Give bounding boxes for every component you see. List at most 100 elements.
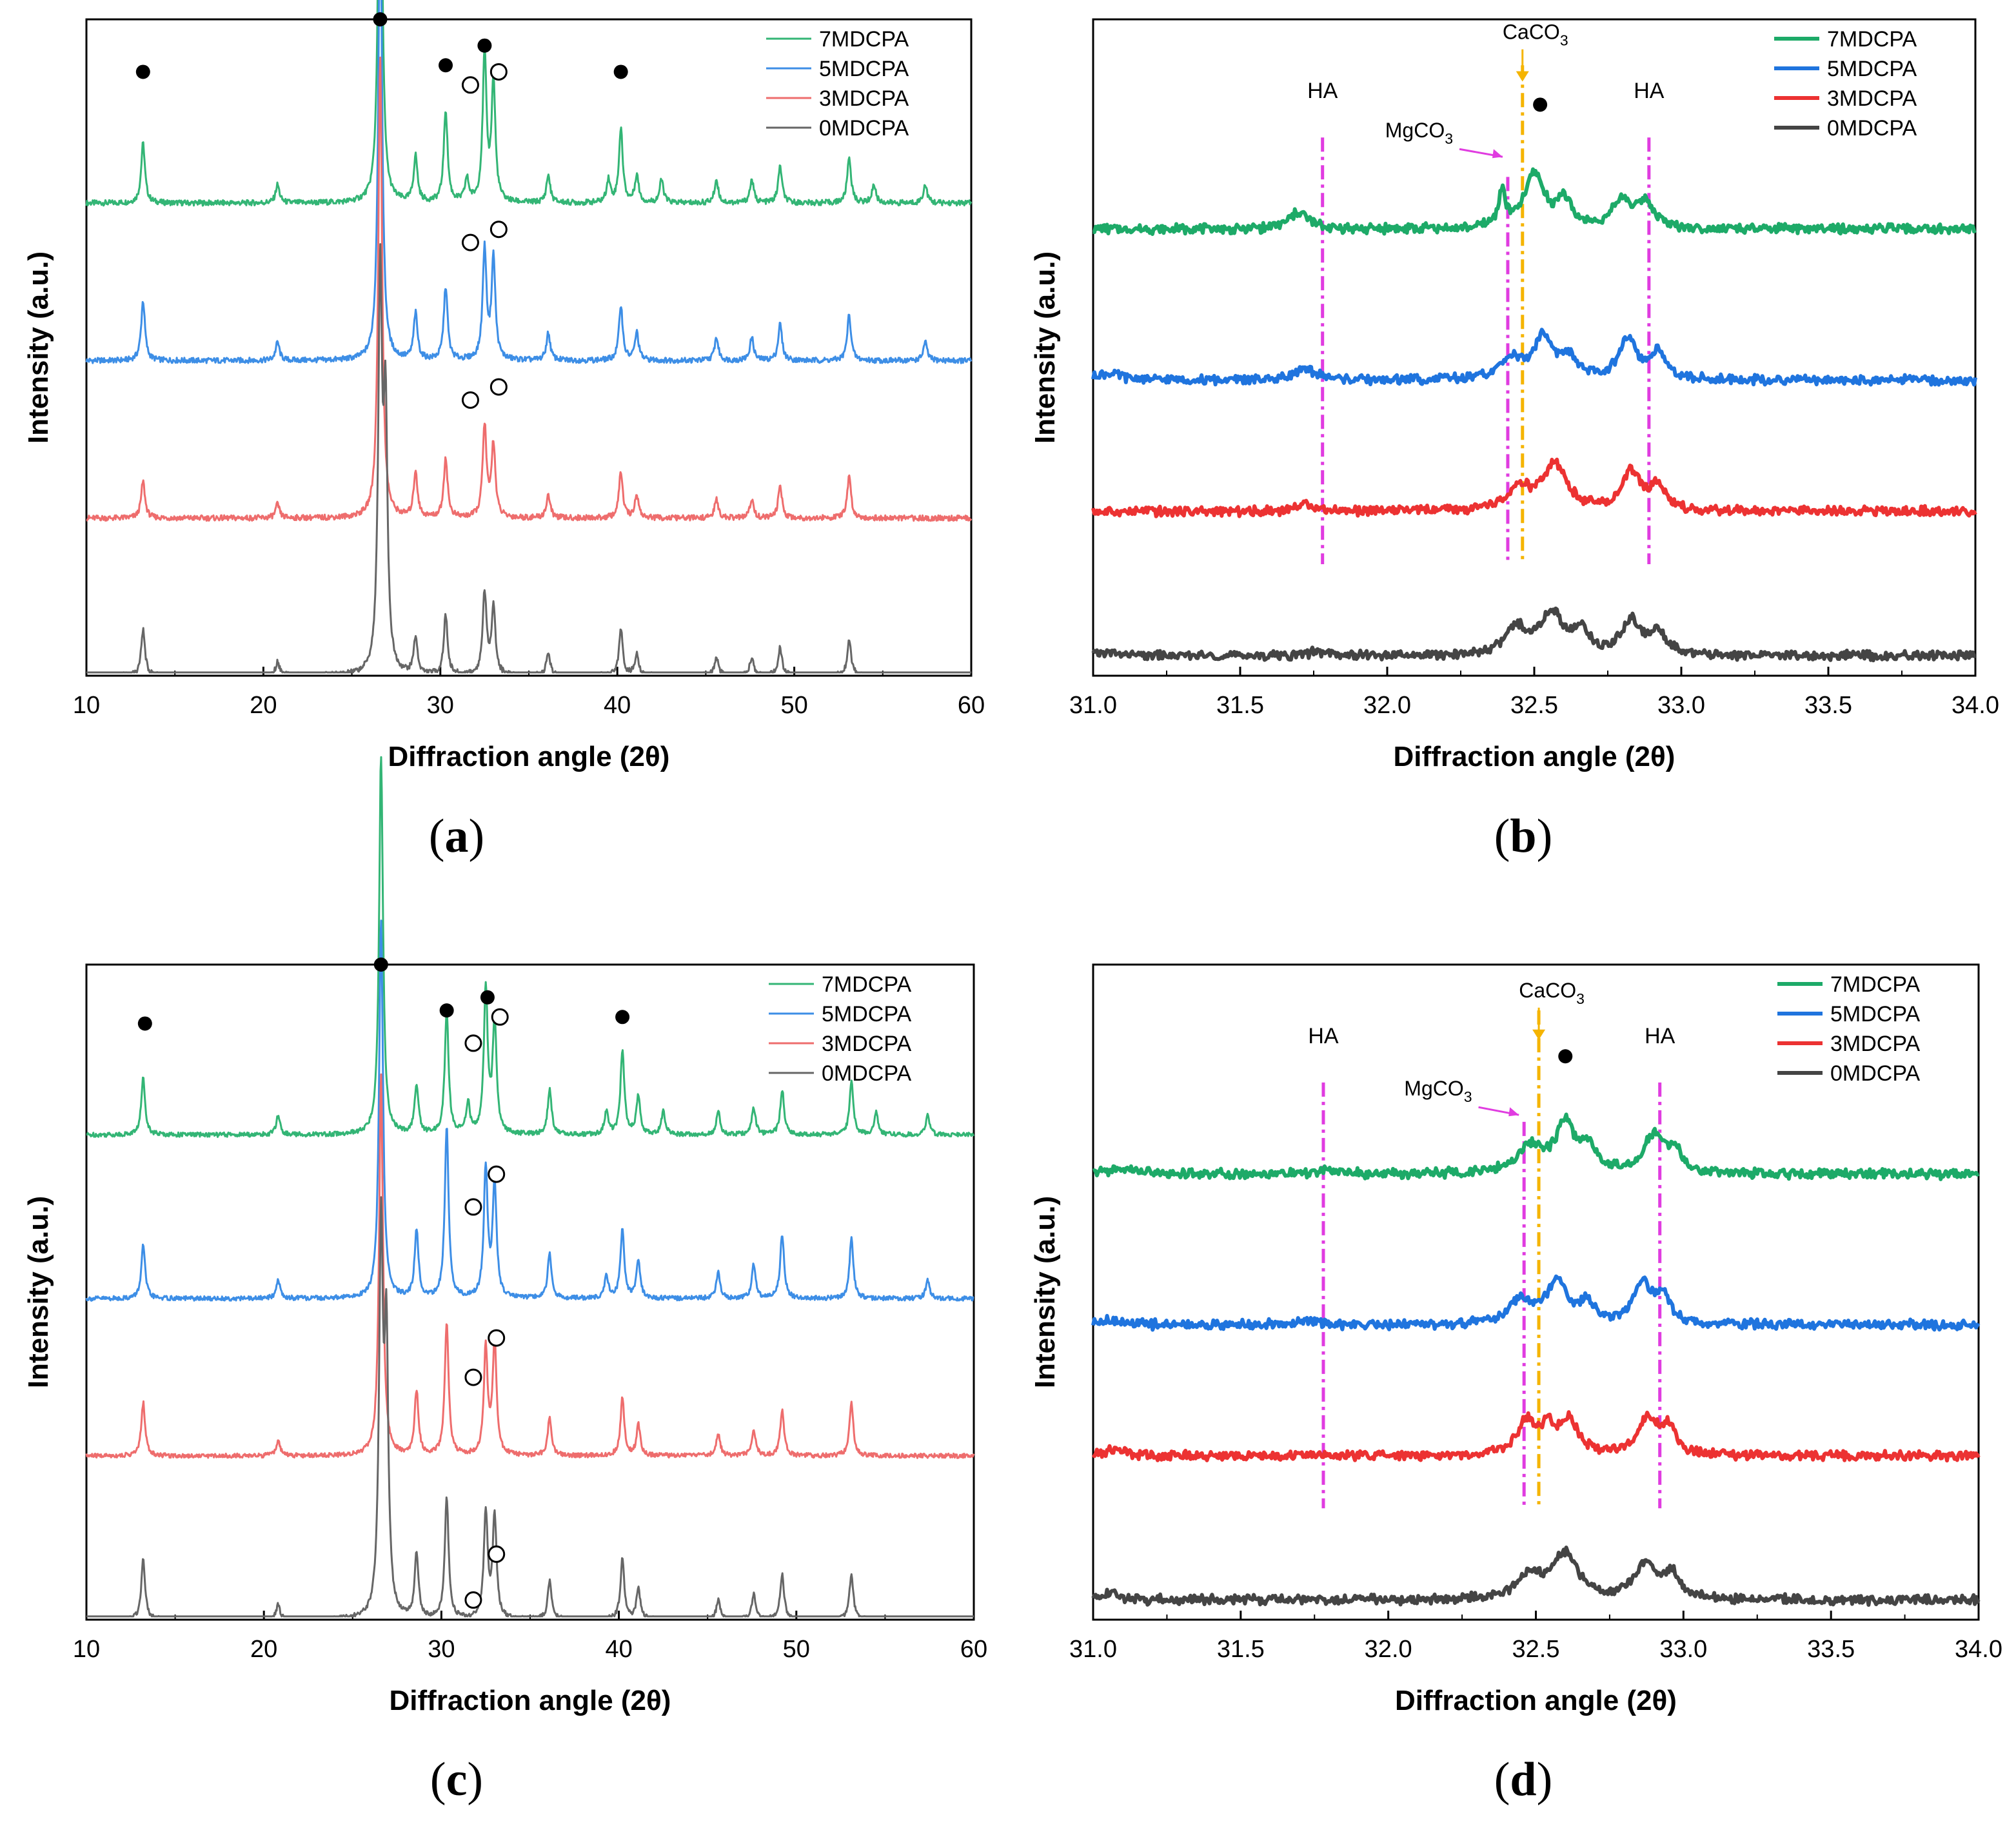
legend-label-7mdcpa: 7MDCPA bbox=[1830, 972, 1920, 997]
peak-marker-open bbox=[464, 1368, 482, 1386]
x-tick-label: 40 bbox=[605, 1636, 632, 1663]
panel-caption-b: (b) bbox=[1494, 810, 1553, 863]
legend-label-7mdcpa: 7MDCPA bbox=[822, 972, 911, 997]
x-tick-label: 31.5 bbox=[1216, 692, 1264, 719]
x-tick-label: 33.0 bbox=[1657, 692, 1705, 719]
x-tick-label: 32.0 bbox=[1365, 1636, 1412, 1663]
annotation-caco3: CaCO3 bbox=[1503, 21, 1568, 49]
peak-marker-open bbox=[464, 1591, 482, 1609]
chart-a: 10 20 30 40 50 60 Diffraction angle (2θ) Intens… bbox=[23, 0, 985, 772]
legend-label-3mdcpa: 3MDCPA bbox=[1830, 1032, 1920, 1056]
x-tick-label: 50 bbox=[783, 1636, 810, 1663]
legend-label-0mdcpa: 0MDCPA bbox=[822, 1061, 911, 1086]
series-line-5mdcpa bbox=[85, 0, 973, 364]
series-line-0mdcpa bbox=[86, 243, 972, 674]
x-tick-label: 30 bbox=[428, 1636, 455, 1663]
annotation-ha: HA bbox=[1645, 1024, 1675, 1048]
peak-marker-open bbox=[489, 63, 508, 81]
series-line-3mdcpa bbox=[86, 56, 973, 522]
legend-label-5mdcpa: 5MDCPA bbox=[1827, 57, 1917, 81]
series-line-5mdcpa bbox=[85, 919, 974, 1302]
x-tick-label: 20 bbox=[250, 1636, 277, 1663]
x-axis-label: Diffraction angle (2θ) bbox=[1395, 1685, 1677, 1716]
legend-label-7mdcpa: 7MDCPA bbox=[1827, 27, 1917, 52]
legend: 7MDCPA 5MDCPA 3MDCPA 0MDCPA bbox=[769, 972, 911, 1086]
legend-label-0mdcpa: 0MDCPA bbox=[1830, 1061, 1920, 1086]
series-line-0mdcpa bbox=[1091, 1546, 1981, 1607]
peak-marker-filled bbox=[137, 1016, 152, 1031]
x-tick-label: 33.0 bbox=[1659, 1636, 1707, 1663]
series-line-3mdcpa bbox=[1091, 457, 1977, 518]
peak-marker-filled bbox=[373, 957, 388, 972]
series-line-0mdcpa bbox=[86, 1196, 974, 1618]
series-line-7mdcpa bbox=[1092, 1112, 1980, 1181]
series-line-5mdcpa bbox=[1091, 1274, 1981, 1332]
peak-marker-open bbox=[488, 1329, 506, 1347]
peak-marker-open bbox=[461, 391, 479, 409]
peak-marker-open bbox=[461, 233, 479, 251]
peak-marker-open bbox=[461, 76, 479, 94]
x-axis-label: Diffraction angle (2θ) bbox=[388, 741, 670, 772]
panel-caption-d: (d) bbox=[1494, 1753, 1553, 1806]
legend-label-3mdcpa: 3MDCPA bbox=[822, 1032, 911, 1056]
legend-label-0mdcpa: 0MDCPA bbox=[1827, 116, 1917, 141]
legend: 7MDCPA 5MDCPA 3MDCPA 0MDCPA bbox=[1774, 27, 1917, 141]
x-axis-label: Diffraction angle (2θ) bbox=[390, 1685, 671, 1716]
annotation-mgco3: MgCO3 bbox=[1385, 119, 1453, 147]
arrow-head-caco3 bbox=[1532, 1029, 1546, 1040]
x-tick-label: 33.5 bbox=[1804, 692, 1852, 719]
x-tick-label: 31.5 bbox=[1217, 1636, 1265, 1663]
legend-label-7mdcpa: 7MDCPA bbox=[819, 27, 909, 52]
peak-marker-filled bbox=[1558, 1049, 1573, 1064]
x-tick-label: 34.0 bbox=[1952, 692, 1999, 719]
legend-label-3mdcpa: 3MDCPA bbox=[819, 86, 909, 111]
peak-marker-open bbox=[489, 221, 508, 239]
peak-marker-open bbox=[489, 378, 508, 396]
peak-marker-filled bbox=[615, 1010, 630, 1025]
x-tick-label: 32.0 bbox=[1363, 692, 1411, 719]
legend-label-5mdcpa: 5MDCPA bbox=[1830, 1002, 1920, 1026]
y-axis-label: Intensity (a.u.) bbox=[23, 251, 54, 444]
chart-b: 31.0 31.5 32.0 32.5 33.0 33.5 34.0 Diffraction … bbox=[1029, 18, 1999, 772]
peak-marker-open bbox=[464, 1198, 482, 1216]
panel-caption-a: (a) bbox=[428, 810, 485, 863]
legend-label-0mdcpa: 0MDCPA bbox=[819, 116, 909, 141]
peak-marker-filled bbox=[1533, 97, 1548, 112]
peak-marker-filled bbox=[135, 64, 150, 79]
annotation-ha: HA bbox=[1634, 79, 1665, 103]
x-tick-label: 10 bbox=[73, 1636, 100, 1663]
x-tick-label: 32.5 bbox=[1512, 1636, 1560, 1663]
y-axis-label: Intensity (a.u.) bbox=[1029, 251, 1061, 444]
y-axis-label: Intensity (a.u.) bbox=[23, 1196, 54, 1388]
x-tick-label: 34.0 bbox=[1955, 1636, 2002, 1663]
x-tick-label: 32.5 bbox=[1510, 692, 1558, 719]
legend-label-5mdcpa: 5MDCPA bbox=[819, 57, 909, 81]
series-line-3mdcpa bbox=[1091, 1410, 1981, 1463]
chart-d: 31.0 31.5 32.0 32.5 33.0 33.5 34.0 Diffraction … bbox=[1029, 963, 2002, 1716]
arrow-head-caco3 bbox=[1516, 71, 1529, 82]
arrow-head-mgco3 bbox=[1508, 1107, 1519, 1117]
series-line-7mdcpa bbox=[86, 756, 975, 1138]
y-axis-label: Intensity (a.u.) bbox=[1029, 1196, 1061, 1388]
peak-marker-filled bbox=[439, 58, 453, 73]
annotation-ha: HA bbox=[1307, 79, 1338, 103]
peak-marker-filled bbox=[373, 12, 388, 26]
x-tick-label: 30 bbox=[427, 692, 454, 719]
x-tick-label: 10 bbox=[73, 692, 100, 719]
peak-marker-filled bbox=[477, 38, 492, 53]
x-tick-label: 33.5 bbox=[1807, 1636, 1855, 1663]
legend: 7MDCPA 5MDCPA 3MDCPA 0MDCPA bbox=[766, 27, 909, 141]
x-tick-label: 20 bbox=[250, 692, 277, 719]
peak-marker-open bbox=[464, 1034, 482, 1052]
x-tick-label: 31.0 bbox=[1069, 1636, 1117, 1663]
series-line-3mdcpa bbox=[85, 1073, 975, 1459]
arrow-head-mgco3 bbox=[1492, 149, 1503, 159]
x-tick-label: 50 bbox=[780, 692, 807, 719]
peak-marker-filled bbox=[439, 1003, 454, 1018]
x-tick-label: 60 bbox=[960, 1636, 987, 1663]
legend-label-5mdcpa: 5MDCPA bbox=[822, 1002, 911, 1026]
annotation-ha: HA bbox=[1308, 1024, 1339, 1048]
x-tick-label: 60 bbox=[958, 692, 985, 719]
x-tick-label: 40 bbox=[604, 692, 631, 719]
